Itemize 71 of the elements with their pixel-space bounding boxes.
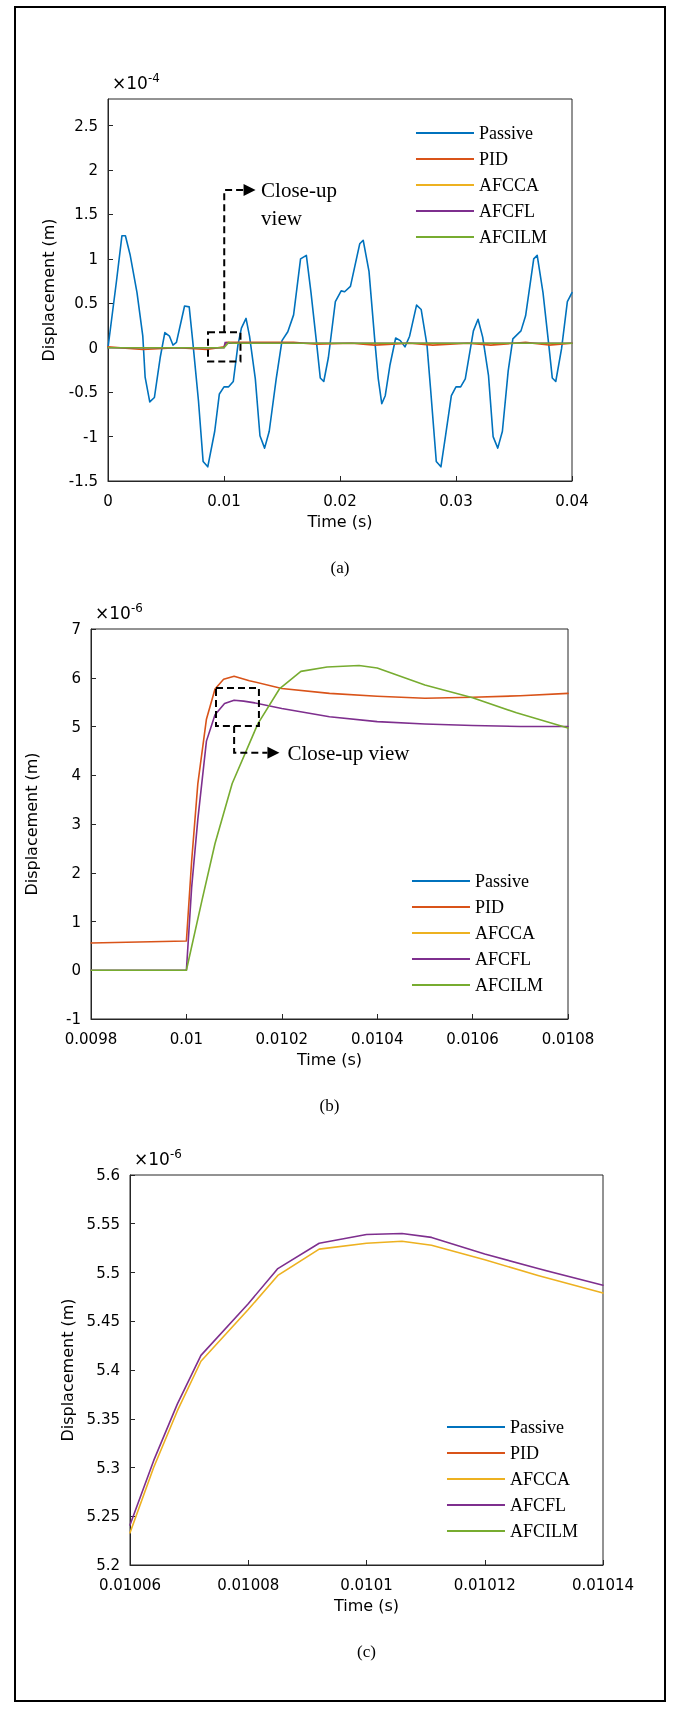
x-tick-label: 0.0101 <box>340 1575 393 1594</box>
y-tick-label: 5.5 <box>96 1263 120 1282</box>
y-tick-label: 7 <box>71 620 81 638</box>
y-tick-label: -1.5 <box>68 472 98 490</box>
legend-label: AFCILM <box>509 1521 579 1541</box>
text: (a) <box>329 558 351 578</box>
y-tick-label: -0.5 <box>68 383 98 402</box>
x-tick-label: 0.01 <box>207 491 241 510</box>
annotation: Close-up view <box>261 176 338 232</box>
text: (c) <box>356 1642 377 1662</box>
legend-label: AFCFL <box>478 201 536 221</box>
x-tick-label: 0.01008 <box>217 1575 280 1594</box>
y-tick-label: 4 <box>71 766 81 785</box>
text: ×10$^{-6}$ <box>134 1147 182 1169</box>
x-tick-label: 0.0108 <box>541 1029 595 1048</box>
x-tick-label: 0.0104 <box>350 1029 404 1048</box>
x-axis-title: Time (s) <box>332 1595 400 1615</box>
y-tick-label: 2 <box>88 161 98 180</box>
legend-label: Passive <box>478 123 533 143</box>
legend-label: PID <box>509 1443 540 1463</box>
y-tick-label: 5.45 <box>86 1312 120 1331</box>
y-tick-label: 5.2 <box>96 1556 120 1574</box>
legend-label: AFCCA <box>509 1469 571 1489</box>
legend-label: AFCFL <box>474 949 532 969</box>
legend-label: PID <box>474 897 505 917</box>
y-tick-label: 5.55 <box>86 1214 120 1233</box>
y-tick-label: 0.5 <box>74 294 98 313</box>
legend-label: Passive <box>509 1417 564 1437</box>
y-tick-label: 0 <box>71 961 81 980</box>
legend-label: PID <box>478 149 509 169</box>
y-tick-label: -1 <box>66 1010 81 1028</box>
y-tick-label: 5 <box>71 717 81 736</box>
y-tick-label: 3 <box>71 815 81 833</box>
x-tick-label: 0.0106 <box>446 1029 499 1048</box>
x-tick-label: 0.01 <box>169 1029 204 1048</box>
y-tick-label: -1 <box>83 427 98 446</box>
x-axis-title: Time (s) <box>306 511 373 531</box>
x-tick-label: 0.0098 <box>64 1029 118 1048</box>
y-tick-label: 2 <box>71 863 81 882</box>
y-tick-label: 5.25 <box>86 1507 120 1526</box>
x-tick-label: 0.0102 <box>255 1029 309 1048</box>
legend-label: AFCCA <box>474 923 536 943</box>
y-tick-label: 1 <box>88 249 98 268</box>
legend-label: AFCCA <box>478 175 540 195</box>
x-tick-label: 0.01012 <box>453 1575 516 1594</box>
legend-label: AFCILM <box>474 975 544 995</box>
y-tick-label: 0 <box>88 338 98 357</box>
y-axis-title: Displacement (m) <box>38 218 58 362</box>
x-tick-label: 0.04 <box>555 491 589 510</box>
y-tick-label: 5.4 <box>96 1361 120 1379</box>
y-tick-label: 6 <box>71 668 81 687</box>
y-axis-title: Displacement (m) <box>21 752 41 896</box>
text: (b) <box>318 1096 341 1116</box>
x-tick-label: 0.02 <box>323 491 357 510</box>
y-axis-title: Displacement (m) <box>58 1298 78 1442</box>
x-tick-label: 0.03 <box>439 491 473 510</box>
annotation: Close-up view <box>287 740 410 768</box>
y-tick-label: 1.5 <box>74 205 98 224</box>
legend-label: Passive <box>474 871 529 891</box>
legend-label: AFCILM <box>478 227 548 247</box>
y-tick-label: 5.6 <box>96 1166 120 1184</box>
y-tick-label: 1 <box>71 912 81 931</box>
x-axis-title: Time (s) <box>295 1049 363 1069</box>
y-tick-label: 2.5 <box>74 116 98 135</box>
text: ×10$^{-4}$ <box>112 71 160 93</box>
legend-label: AFCFL <box>509 1495 567 1515</box>
x-tick-label: 0.01006 <box>98 1575 162 1594</box>
text: ×10$^{-6}$ <box>95 601 143 623</box>
y-tick-label: 5.35 <box>86 1409 120 1428</box>
y-tick-label: 5.3 <box>96 1458 120 1477</box>
x-tick-label: 0.01014 <box>571 1575 635 1594</box>
